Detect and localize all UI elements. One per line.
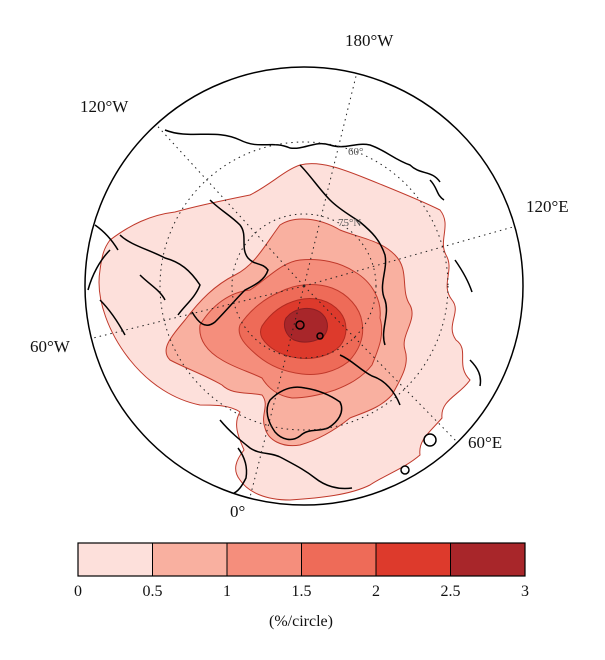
colorbar-tick-label: 0.5 [142, 583, 163, 600]
meridian-180 [303, 67, 361, 287]
lon-label-120e: 120°E [526, 197, 569, 216]
lon-label-120w: 120°W [80, 97, 129, 116]
meridian-60w [85, 285, 305, 341]
colorbar-segment [301, 543, 376, 576]
coastline-europe [219, 419, 353, 490]
coastline-scandinavia [266, 386, 343, 441]
coastline-island [423, 433, 437, 447]
lon-label-60w: 60°W [30, 337, 70, 356]
colorbar-segment [450, 543, 525, 576]
coastline-island [295, 320, 305, 330]
colorbar-segment [78, 543, 153, 576]
lon-label-0: 0° [230, 502, 246, 521]
latitude-circle-60 [159, 141, 449, 431]
coastline-eurasia [164, 129, 445, 201]
colorbar-tick-label: 1.5 [291, 583, 312, 600]
meridian-0 [247, 285, 305, 505]
coastline-canada [99, 234, 201, 336]
coastline-island [316, 332, 324, 340]
lon-label-180w: 180°W [345, 31, 394, 50]
latitude-circle-75 [231, 213, 377, 359]
coastline-greenland [191, 199, 269, 326]
coastline-uk [231, 447, 248, 495]
lat-label-75: 75°N [338, 217, 361, 229]
colorbar [77, 542, 526, 577]
colorbar-tick-label: 1 [223, 583, 231, 600]
coastline-alaska [87, 224, 119, 291]
lat-label-60: 60° [348, 146, 363, 158]
coastline-russia-north [339, 354, 401, 406]
colorbar-segment [152, 543, 227, 576]
coastline-island [400, 465, 410, 475]
colorbar-tick-label: 2 [372, 583, 380, 600]
coastline-kamchatka [454, 259, 482, 387]
lon-label-60e: 60°E [468, 433, 503, 452]
colorbar-segment [227, 543, 302, 576]
graticule [85, 67, 521, 505]
colorbar-tick-label: 3 [521, 583, 529, 600]
meridian-120e [303, 224, 521, 287]
colorbar-tick-label: 2.5 [440, 583, 461, 600]
contour-band-2.5-3 [283, 307, 328, 343]
map-border [84, 66, 524, 506]
coastlines [87, 129, 482, 495]
colorbar-tick-label: 0 [74, 583, 82, 600]
meridian-60e [303, 285, 461, 446]
coastline-siberia [299, 164, 388, 346]
map-disc [85, 67, 523, 505]
colorbar-segment [376, 543, 451, 576]
colorbar-unit-label: (%/circle) [269, 613, 333, 630]
